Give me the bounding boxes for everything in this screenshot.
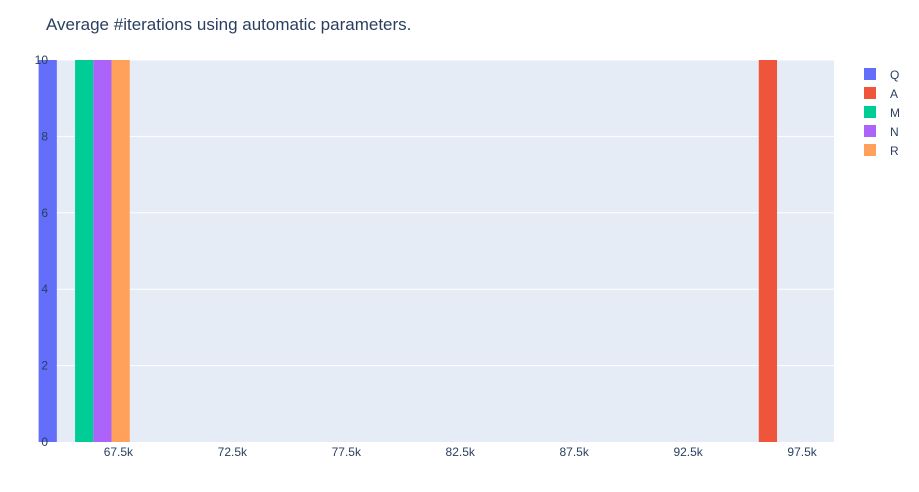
legend-label-q[interactable]: Q — [890, 68, 899, 82]
y-tick-label: 0 — [41, 435, 48, 449]
y-tick-label: 6 — [41, 206, 48, 220]
y-tick-label: 8 — [41, 129, 48, 143]
x-tick-label: 72.5k — [218, 445, 248, 459]
x-tick-label: 77.5k — [332, 445, 362, 459]
y-axis-ticks: 0 2 4 6 8 10 — [35, 53, 49, 449]
legend-swatch-q[interactable] — [864, 68, 876, 80]
bar-n[interactable] — [93, 60, 112, 442]
chart-title: Average #iterations using automatic para… — [46, 15, 411, 34]
plot-background — [50, 60, 834, 442]
x-tick-label: 82.5k — [446, 445, 476, 459]
y-tick-label: 2 — [41, 359, 48, 373]
legend-swatch-n[interactable] — [864, 125, 876, 137]
bars — [38, 60, 778, 442]
bar-m[interactable] — [75, 60, 94, 442]
bar-r[interactable] — [111, 60, 130, 442]
x-tick-label: 87.5k — [560, 445, 590, 459]
bar-q[interactable] — [38, 60, 57, 442]
legend-swatch-r[interactable] — [864, 144, 876, 156]
grid-lines — [50, 59, 834, 367]
legend-swatch-m[interactable] — [864, 106, 876, 118]
x-tick-label: 67.5k — [104, 445, 134, 459]
legend-label-n[interactable]: N — [890, 125, 899, 139]
bar-a[interactable] — [758, 60, 778, 442]
legend-label-m[interactable]: M — [890, 106, 900, 120]
legend-swatch-a[interactable] — [864, 87, 876, 99]
legend-label-r[interactable]: R — [890, 144, 899, 158]
y-tick-label: 10 — [35, 53, 49, 67]
x-axis-ticks: 67.5k 72.5k 77.5k 82.5k 87.5k 92.5k 97.5k — [104, 445, 818, 459]
x-tick-label: 92.5k — [673, 445, 703, 459]
y-tick-label: 4 — [41, 282, 48, 296]
x-tick-label: 97.5k — [787, 445, 817, 459]
legend-label-a[interactable]: A — [890, 87, 898, 101]
